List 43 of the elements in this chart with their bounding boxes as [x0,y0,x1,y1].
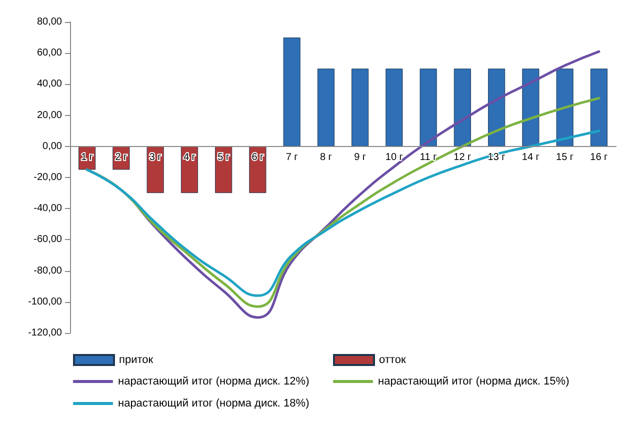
x-tick-label: 12 г [454,152,472,163]
y-tick-label: -100,00 [28,296,62,308]
bar [420,68,437,146]
bar [352,68,369,146]
y-tick-label: -40,00 [34,203,62,214]
y-tick-label: -80,00 [34,265,62,276]
x-tick-label: 6 г [252,152,264,163]
x-tick-label: 15 г [556,152,574,163]
x-tick-label: 8 г [320,152,332,163]
bar [454,68,471,146]
x-tick-label: 10 г [385,152,404,163]
bar [522,68,540,146]
y-tick-label: 40,00 [36,78,62,90]
x-tick-label: 3 г [149,152,162,163]
y-tick-label: -20,00 [34,172,62,183]
bar [146,146,164,194]
x-tick-label: 14 г [522,152,540,163]
x-tick-label: 1 г [81,152,94,163]
x-tick-label: 7 г [286,152,298,163]
y-tick-label: -60,00 [34,234,62,246]
legend-label: нарастающий итог (норма диск. 12%) [118,376,310,388]
legend-label: нарастающий итог (норма диск. 18%) [118,398,310,410]
y-tick-label: 60,00 [36,48,62,59]
bar [249,146,266,194]
y-tick-label: 80,00 [36,16,62,28]
y-tick-label: 20,00 [36,110,62,121]
x-tick-label: 4 г [183,152,196,163]
x-tick-label: 2 г [115,152,128,163]
bar [283,38,300,146]
line-series [86,130,600,297]
legend-label: нарастающий итог (норма диск. 15%) [378,376,570,388]
y-tick-label: 0,00 [42,140,62,152]
bar [317,68,334,146]
legend-label: приток [119,354,154,366]
x-tick-label: 9 г [354,152,366,163]
x-tick-label: 5 г [218,152,230,163]
legend-label: отток [379,354,406,366]
x-tick-label: 16 г [590,152,608,163]
bar [556,68,574,146]
y-tick-label: -120,00 [28,328,62,338]
bar [386,68,403,146]
bar [488,68,506,146]
bar [590,68,608,146]
